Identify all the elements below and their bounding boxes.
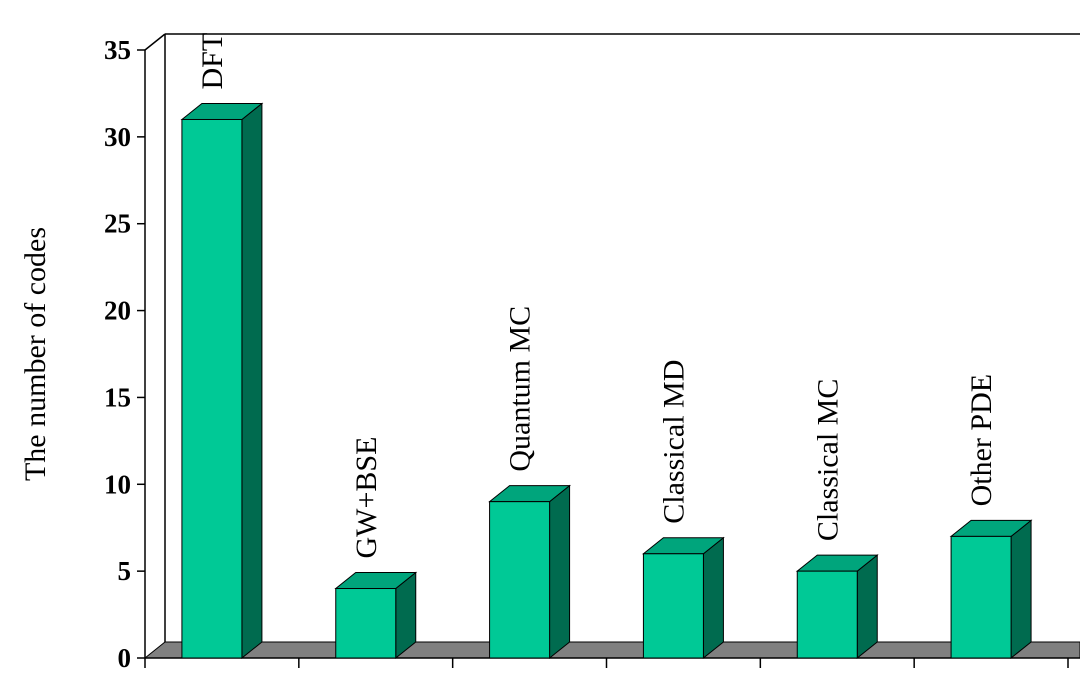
bar-front bbox=[489, 501, 551, 659]
chart-bars-layer bbox=[180, 102, 1033, 660]
bar bbox=[180, 102, 264, 660]
bar-side bbox=[241, 102, 263, 660]
bar-category-label: Classical MC bbox=[811, 379, 844, 542]
bar-front bbox=[642, 553, 704, 659]
bar-category-label: GW+BSE bbox=[350, 437, 383, 559]
chart-axes-layer bbox=[137, 33, 1080, 668]
bar-category-label: Other PDE bbox=[965, 374, 998, 506]
y-tick-label: 5 bbox=[118, 556, 132, 586]
bar bbox=[641, 536, 725, 660]
bar bbox=[795, 554, 879, 660]
bar-side bbox=[856, 554, 878, 660]
chart-floor bbox=[143, 641, 1080, 659]
y-tick-label: 15 bbox=[104, 382, 131, 412]
bar-front bbox=[335, 588, 397, 659]
bar bbox=[334, 571, 418, 660]
bar bbox=[949, 519, 1033, 660]
y-axis-title: The number of codes bbox=[19, 227, 52, 481]
y-tick-label: 10 bbox=[104, 469, 131, 499]
y-tick-label: 25 bbox=[104, 209, 131, 239]
bar-category-label: Classical MD bbox=[657, 360, 690, 524]
y-tick-label: 35 bbox=[104, 35, 131, 65]
bar-front bbox=[181, 118, 243, 659]
bar-side bbox=[1010, 519, 1032, 660]
axis-top-depth-edge bbox=[144, 33, 166, 51]
bar-side bbox=[549, 484, 571, 660]
chart-labels-layer: 0 5 10 15 20 25 30 35 The number of codes DFT GW+B… bbox=[19, 33, 998, 673]
bar-category-label: Quantum MC bbox=[504, 306, 537, 472]
chart-floor-layer bbox=[143, 641, 1080, 659]
bar-side bbox=[702, 536, 724, 660]
y-tick-label: 30 bbox=[104, 122, 131, 152]
bar-front bbox=[796, 570, 858, 659]
y-tick-label: 0 bbox=[118, 643, 132, 671]
bar bbox=[488, 484, 572, 660]
y-tick-label: 20 bbox=[104, 296, 131, 326]
bar-front bbox=[950, 535, 1012, 659]
bar-category-label: DFT bbox=[196, 33, 229, 90]
